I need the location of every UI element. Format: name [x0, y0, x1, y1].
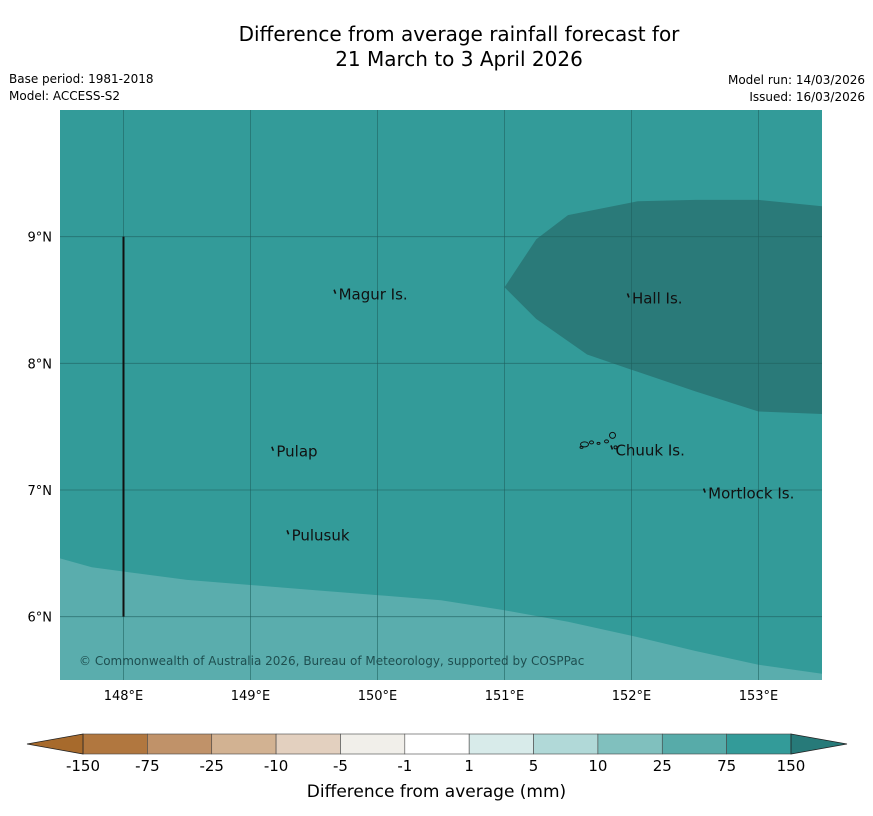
meta-left: Base period: 1981-2018 Model: ACCESS-S2 — [9, 71, 154, 105]
colorbar-segment — [147, 733, 213, 755]
colorbar-tick-label: 10 — [588, 757, 607, 775]
latitude-tick-label: 9°N — [28, 231, 53, 246]
colorbar-segment — [597, 733, 663, 755]
colorbar-tick-label: -25 — [199, 757, 224, 775]
longitude-tick-label: 153°E — [739, 689, 779, 704]
place-label: Mortlock Is. — [708, 485, 794, 503]
colorbar-segment — [404, 733, 470, 755]
map-area: Magur Is. Hall Is. Pulap Chuuk Is. Mortlock … — [60, 110, 822, 680]
latitude-tick-label: 7°N — [28, 484, 53, 499]
colorbar-tick-label: -150 — [66, 757, 100, 775]
meta-right: Model run: 14/03/2026 Issued: 16/03/2026 — [728, 72, 865, 106]
place-label: Pulusuk — [292, 526, 350, 544]
title-line-2: 21 March to 3 April 2026 — [335, 47, 583, 71]
colorbar-segment — [533, 733, 599, 755]
island-outline — [613, 445, 618, 450]
model-name: Model: ACCESS-S2 — [9, 89, 121, 103]
colorbar-tick-label: -10 — [264, 757, 289, 775]
longitude-tick-label: 148°E — [104, 689, 144, 704]
longitude-tick-label: 152°E — [612, 689, 652, 704]
colorbar-tick-label: 75 — [717, 757, 736, 775]
colorbar-segment — [726, 733, 792, 755]
place-label: Magur Is. — [339, 286, 408, 304]
longitude-tick-label: 151°E — [485, 689, 525, 704]
colorbar-tick-label: -75 — [135, 757, 160, 775]
latitude-tick-label: 8°N — [28, 357, 53, 372]
colorbar-high-extension — [790, 733, 848, 755]
model-run: Model run: 14/03/2026 — [727, 73, 865, 87]
colorbar-segment — [340, 733, 406, 755]
island-outline — [580, 441, 590, 448]
colorbar-tick-label: 1 — [464, 757, 474, 775]
island-marker — [610, 445, 614, 450]
wet-anomaly-zone — [504, 199, 822, 414]
map-title: Difference from average rainfall forecas… — [0, 22, 873, 72]
colorbar-tick-label: -1 — [397, 757, 412, 775]
island-outline — [596, 441, 601, 445]
colorbar-label: Difference from average (mm) — [306, 782, 567, 802]
colorbar-tick-label: 150 — [777, 757, 806, 775]
island-marker — [271, 446, 275, 452]
colorbar-low-extension — [26, 733, 84, 755]
place-label: Hall Is. — [632, 289, 683, 307]
colorbar-segment — [82, 733, 148, 755]
colorbar-tick-label: 25 — [653, 757, 672, 775]
colorbar-segment — [661, 733, 727, 755]
colorbar-segment — [275, 733, 341, 755]
longitude-tick-label: 149°E — [231, 689, 271, 704]
island-outline — [579, 445, 584, 449]
island-marker — [333, 289, 337, 294]
copyright-text: © Commonwealth of Australia 2026, Bureau… — [79, 654, 584, 668]
place-label: Pulap — [276, 443, 317, 461]
island-marker — [286, 530, 290, 535]
island-outline — [604, 439, 610, 444]
issued-date: Issued: 16/03/2026 — [749, 90, 865, 104]
latitude-tick-label: 6°N — [28, 611, 53, 626]
island-outline — [609, 431, 617, 439]
title-line-1: Difference from average rainfall forecas… — [238, 22, 680, 46]
island-marker — [626, 293, 630, 298]
colorbar-tick-label: 5 — [529, 757, 539, 775]
base-period: Base period: 1981-2018 — [9, 72, 154, 86]
colorbar-segment — [211, 733, 277, 755]
place-label: Chuuk Is. — [615, 441, 684, 459]
island-outline — [589, 440, 595, 445]
colorbar-tick-label: -5 — [333, 757, 348, 775]
island-marker — [702, 488, 706, 493]
colorbar-segment — [468, 733, 534, 755]
longitude-tick-label: 150°E — [358, 689, 398, 704]
